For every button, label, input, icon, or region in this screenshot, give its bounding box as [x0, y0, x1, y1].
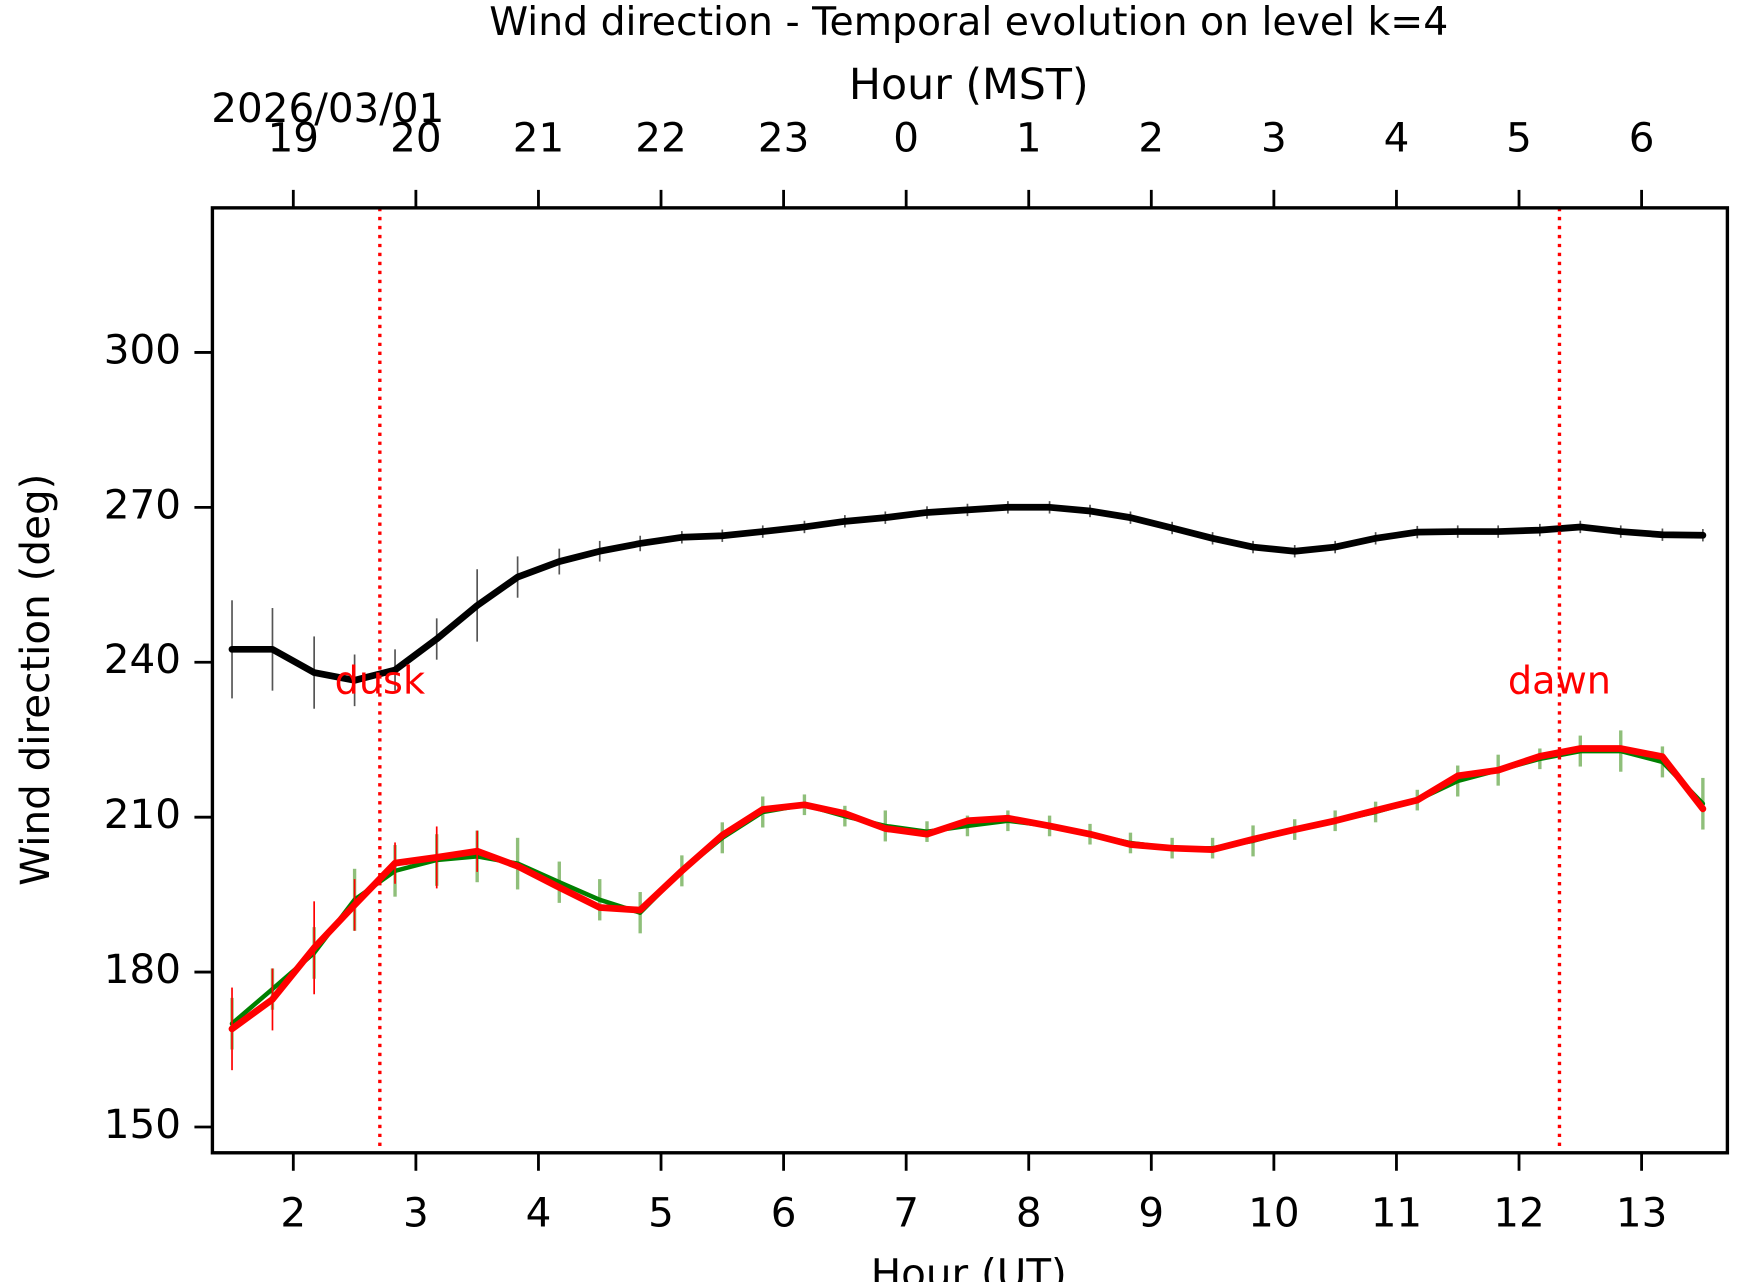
- x2-tick-label: 19: [268, 113, 319, 161]
- x2-tick-label: 3: [1261, 113, 1287, 161]
- x-tick-label: 13: [1616, 1189, 1667, 1237]
- x-axis-label: Hour (UT): [871, 1249, 1067, 1282]
- x2-tick-label: 1: [1016, 113, 1042, 161]
- y-tick-label: 210: [104, 790, 181, 838]
- event-label: dusk: [335, 659, 425, 703]
- x2-tick-label: 20: [390, 113, 441, 161]
- x2-axis-label: Hour (MST): [849, 60, 1089, 110]
- x2-tick-label: 6: [1629, 113, 1655, 161]
- y-tick-label: 240: [104, 635, 181, 683]
- x-tick-label: 3: [403, 1189, 429, 1237]
- y-tick-label: 300: [104, 325, 181, 373]
- x2-tick-label: 2: [1138, 113, 1164, 161]
- y-tick-label: 180: [104, 945, 181, 993]
- x2-tick-label: 21: [513, 113, 564, 161]
- y-axis-label: Wind direction (deg): [11, 474, 59, 886]
- y-tick-label: 270: [104, 480, 181, 528]
- x-tick-label: 5: [648, 1189, 674, 1237]
- x-tick-label: 10: [1248, 1189, 1299, 1237]
- x-tick-label: 8: [1016, 1189, 1042, 1237]
- plot-frame: [210, 206, 1730, 1155]
- x2-tick-label: 5: [1506, 113, 1532, 161]
- data-line: [228, 745, 1707, 1033]
- x-tick-label: 9: [1138, 1189, 1164, 1237]
- x2-tick-label: 23: [758, 113, 809, 161]
- x-tick-label: 6: [771, 1189, 797, 1237]
- x-tick-label: 11: [1371, 1189, 1422, 1237]
- data-line: [228, 503, 1707, 684]
- y-tick-label: 150: [104, 1100, 181, 1148]
- x-tick-label: 7: [893, 1189, 919, 1237]
- x2-tick-label: 4: [1384, 113, 1410, 161]
- x-tick-label: 2: [280, 1189, 306, 1237]
- chart-title: Wind direction - Temporal evolution on l…: [489, 0, 1448, 45]
- x-tick-label: 12: [1493, 1189, 1544, 1237]
- event-label: dawn: [1508, 659, 1611, 703]
- data-line: [229, 748, 1706, 1026]
- x2-tick-label: 0: [893, 113, 919, 161]
- x2-tick-label: 22: [635, 113, 686, 161]
- date-label: 2026/03/01: [211, 84, 444, 132]
- x-tick-label: 4: [526, 1189, 552, 1237]
